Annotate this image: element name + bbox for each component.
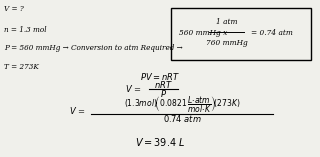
Bar [171,8,311,60]
Text: $\mathbf{\mathit{V}}$ =: $\mathbf{\mathit{V}}$ = [69,105,85,116]
Text: $\mathbf{\mathit{nRT}}$: $\mathbf{\mathit{nRT}}$ [154,79,172,90]
Text: $\mathbf{\mathit{PV = nRT}}$: $\mathbf{\mathit{PV = nRT}}$ [140,71,180,82]
Text: = 0.74 atm: = 0.74 atm [251,29,293,37]
Text: P = 560 mmHg → Conversion to atm Required →: P = 560 mmHg → Conversion to atm Require… [4,44,183,52]
Text: 760 mmHg: 760 mmHg [206,39,248,47]
Text: $\mathbf{\mathit{0.74\ atm}}$: $\mathbf{\mathit{0.74\ atm}}$ [163,114,202,125]
Text: $\mathbf{\mathit{V = 39.4\ L}}$: $\mathbf{\mathit{V = 39.4\ L}}$ [135,135,185,148]
Text: $\mathbf{\mathit{V}}$ =: $\mathbf{\mathit{V}}$ = [125,83,141,94]
Text: V = ?: V = ? [4,5,24,13]
Text: T = 273K: T = 273K [4,63,39,71]
Text: $\mathbf{\mathit{(1.3mol)\!\left(0.0821\,\dfrac{L{\cdot}atm}{mol{\cdot}K}\right): $\mathbf{\mathit{(1.3mol)\!\left(0.0821\… [124,95,241,115]
Text: $\mathbf{\mathit{P}}$: $\mathbf{\mathit{P}}$ [160,88,167,99]
Text: n = 1.3 mol: n = 1.3 mol [4,26,46,34]
Text: 560 mmHg x: 560 mmHg x [179,29,228,37]
Text: 1 atm: 1 atm [216,18,238,26]
